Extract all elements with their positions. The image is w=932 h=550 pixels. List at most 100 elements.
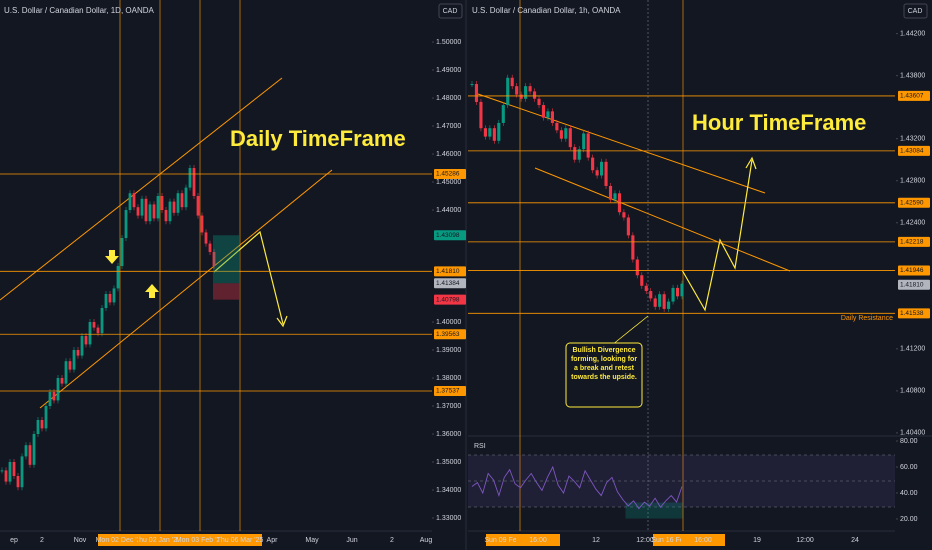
candle [168, 201, 172, 222]
candle [104, 294, 108, 308]
price-tag-label: 1.42218 [900, 239, 924, 246]
x-tick-label: Sun 09 Feb '25 [484, 537, 531, 544]
y-tick-label: 1.43200 [900, 136, 925, 143]
x-tick-label: ep [10, 537, 18, 544]
candle [112, 288, 116, 303]
y-tick-label: 1.45000 [436, 179, 461, 186]
candle [160, 196, 164, 210]
candle [653, 298, 657, 307]
candle [84, 336, 88, 345]
candle [667, 301, 671, 309]
candle [555, 122, 559, 131]
y-tick-label: 1.42400 [900, 220, 925, 227]
y-tick-label: 1.35000 [436, 459, 461, 466]
callout-text: Bullish Divergence forming, looking for … [570, 347, 638, 381]
candle [56, 378, 60, 401]
candle [640, 275, 644, 286]
price-tag-label: 1.43098 [436, 232, 460, 239]
x-label-highlight [681, 534, 725, 546]
candle [208, 243, 212, 252]
candle [24, 445, 28, 457]
candle [644, 285, 648, 292]
candle [671, 287, 675, 302]
y-tick-label: 20.00 [900, 516, 918, 523]
price-tag-label: 1.43084 [900, 148, 924, 155]
candle [595, 170, 599, 176]
candle [586, 133, 590, 158]
candle [680, 283, 684, 297]
candle [510, 77, 514, 87]
x-tick-label: Mon 02 Dec '24 [96, 537, 145, 544]
y-tick-label: 1.48000 [436, 95, 461, 102]
x-tick-label: May [305, 537, 319, 544]
projection-arrows [213, 156, 757, 328]
price-tag [898, 90, 930, 101]
price-tag-label: 1.37537 [436, 388, 460, 395]
price-tag [898, 265, 930, 276]
y-tick-label: 1.43800 [900, 72, 925, 79]
vertical-lines [119, 0, 684, 531]
candle [76, 350, 80, 356]
y-tick-label: 60.00 [900, 464, 918, 471]
price-tag-label: 1.43607 [900, 93, 924, 100]
currency[interactable]: CAD [908, 8, 923, 15]
callout-pointer [611, 315, 649, 346]
candle [550, 111, 554, 123]
price-tag-label: 1.41810 [900, 281, 924, 288]
candle [136, 207, 140, 216]
x-tick-label: 12:00 [636, 537, 654, 544]
annotation: Daily TimeFrame [230, 126, 406, 151]
candle [675, 287, 680, 297]
y-tick-label: 1.33000 [436, 515, 461, 522]
candle [44, 406, 48, 429]
x-label-highlight [218, 534, 262, 546]
candle [501, 105, 505, 123]
candle [573, 147, 577, 160]
candle [483, 128, 487, 137]
price-tag-label: 1.40798 [436, 296, 460, 303]
candle [577, 149, 581, 160]
x-label-highlight [138, 534, 182, 546]
candle [40, 420, 44, 429]
currency-box[interactable] [903, 3, 928, 19]
candle [546, 111, 550, 118]
x-label-highlight [98, 534, 142, 546]
x-tick-label: Apr [267, 537, 279, 544]
candle [156, 196, 160, 219]
candle [519, 94, 523, 99]
currency[interactable]: CAD [443, 8, 458, 15]
candle [68, 361, 72, 370]
candle [172, 201, 176, 213]
candle [16, 476, 20, 488]
rsi-line [471, 465, 683, 510]
candle [48, 392, 52, 406]
candle [658, 294, 662, 307]
candle [88, 322, 92, 345]
annotation: Hour TimeFrame [692, 110, 866, 135]
candle [528, 86, 532, 92]
target-zone [213, 235, 239, 284]
candle [559, 130, 563, 139]
candle [192, 168, 196, 196]
price-tag-label: 1.41810 [436, 268, 460, 275]
y-tick-label: 1.40400 [900, 430, 925, 437]
candle [649, 291, 653, 299]
chart-header: U.S. Dollar / Canadian Dollar, 1h, OANDA [472, 6, 621, 15]
rsi-levels [468, 454, 895, 508]
candle [164, 210, 168, 222]
trend-lines [0, 77, 791, 409]
price-tag [434, 278, 466, 289]
arrow-icon [145, 284, 159, 298]
price-tag [434, 294, 466, 305]
candle [140, 198, 144, 216]
candle [100, 308, 104, 334]
candle [537, 98, 541, 106]
candle [124, 210, 128, 238]
candle [0, 470, 4, 472]
candle [622, 212, 626, 218]
x-tick-label: 16:00 [529, 537, 547, 544]
candle [479, 101, 483, 129]
currency-box[interactable] [438, 3, 463, 19]
candle [196, 196, 200, 216]
